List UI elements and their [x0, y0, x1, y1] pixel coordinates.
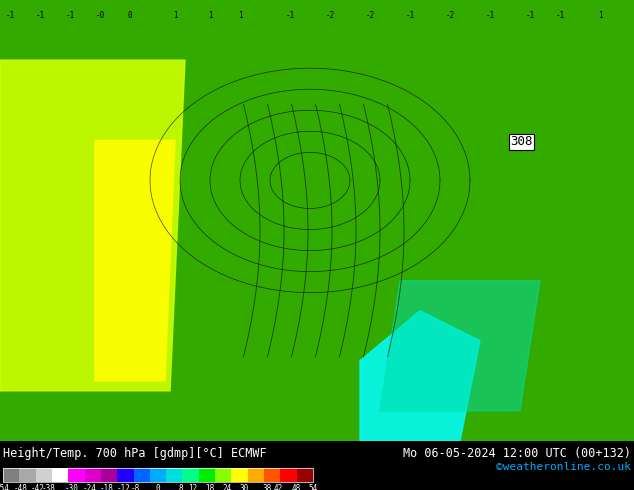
- Text: -48: -48: [13, 484, 27, 490]
- Text: 1: 1: [172, 10, 178, 20]
- Text: -1: -1: [526, 10, 534, 20]
- Bar: [19, 468, 36, 482]
- Polygon shape: [100, 0, 230, 391]
- Text: 30: 30: [240, 484, 249, 490]
- Bar: [117, 468, 134, 482]
- Text: ©weatheronline.co.uk: ©weatheronline.co.uk: [496, 462, 631, 472]
- Text: -38: -38: [42, 484, 56, 490]
- Text: -1: -1: [65, 10, 75, 20]
- Bar: [231, 468, 248, 482]
- Polygon shape: [200, 0, 634, 441]
- Text: 48: 48: [291, 484, 301, 490]
- Text: 12: 12: [188, 484, 197, 490]
- Text: -2: -2: [365, 10, 375, 20]
- Bar: [297, 468, 313, 482]
- Bar: [183, 468, 199, 482]
- Polygon shape: [0, 60, 185, 391]
- Text: 18: 18: [205, 484, 214, 490]
- Text: 0: 0: [127, 10, 133, 20]
- Text: -1: -1: [486, 10, 495, 20]
- Polygon shape: [95, 140, 175, 381]
- Text: -12: -12: [117, 484, 131, 490]
- Bar: [280, 468, 297, 482]
- Bar: [3, 468, 313, 482]
- Bar: [52, 468, 68, 482]
- Bar: [150, 468, 166, 482]
- Text: 24: 24: [223, 484, 231, 490]
- Text: -8: -8: [131, 484, 139, 490]
- Text: Height/Temp. 700 hPa [gdmp][°C] ECMWF: Height/Temp. 700 hPa [gdmp][°C] ECMWF: [3, 447, 267, 460]
- Bar: [264, 468, 280, 482]
- Text: 8: 8: [179, 484, 183, 490]
- Bar: [68, 468, 84, 482]
- Text: 308: 308: [510, 135, 533, 148]
- Text: -24: -24: [82, 484, 96, 490]
- Polygon shape: [360, 311, 480, 441]
- Text: 1: 1: [208, 10, 212, 20]
- Text: 54: 54: [308, 484, 318, 490]
- Text: -18: -18: [100, 484, 113, 490]
- Text: -2: -2: [445, 10, 455, 20]
- Text: 0: 0: [156, 484, 160, 490]
- Text: -1: -1: [36, 10, 44, 20]
- Bar: [3, 468, 19, 482]
- Bar: [199, 468, 215, 482]
- Bar: [84, 468, 101, 482]
- Bar: [101, 468, 117, 482]
- Text: -1: -1: [405, 10, 415, 20]
- Bar: [166, 468, 183, 482]
- Text: Mo 06-05-2024 12:00 UTC (00+132): Mo 06-05-2024 12:00 UTC (00+132): [403, 447, 631, 460]
- Bar: [215, 468, 231, 482]
- Text: -0: -0: [95, 10, 105, 20]
- Text: -1: -1: [285, 10, 295, 20]
- Bar: [248, 468, 264, 482]
- Polygon shape: [380, 281, 540, 411]
- Text: -1: -1: [555, 10, 565, 20]
- Bar: [134, 468, 150, 482]
- Text: -42: -42: [30, 484, 44, 490]
- Text: -2: -2: [325, 10, 335, 20]
- Text: 38: 38: [262, 484, 272, 490]
- Text: -54: -54: [0, 484, 10, 490]
- Text: -1: -1: [5, 10, 15, 20]
- Text: 1: 1: [238, 10, 242, 20]
- Text: 1: 1: [598, 10, 602, 20]
- Bar: [36, 468, 52, 482]
- Text: 42: 42: [274, 484, 283, 490]
- Text: -30: -30: [65, 484, 79, 490]
- Polygon shape: [0, 0, 160, 441]
